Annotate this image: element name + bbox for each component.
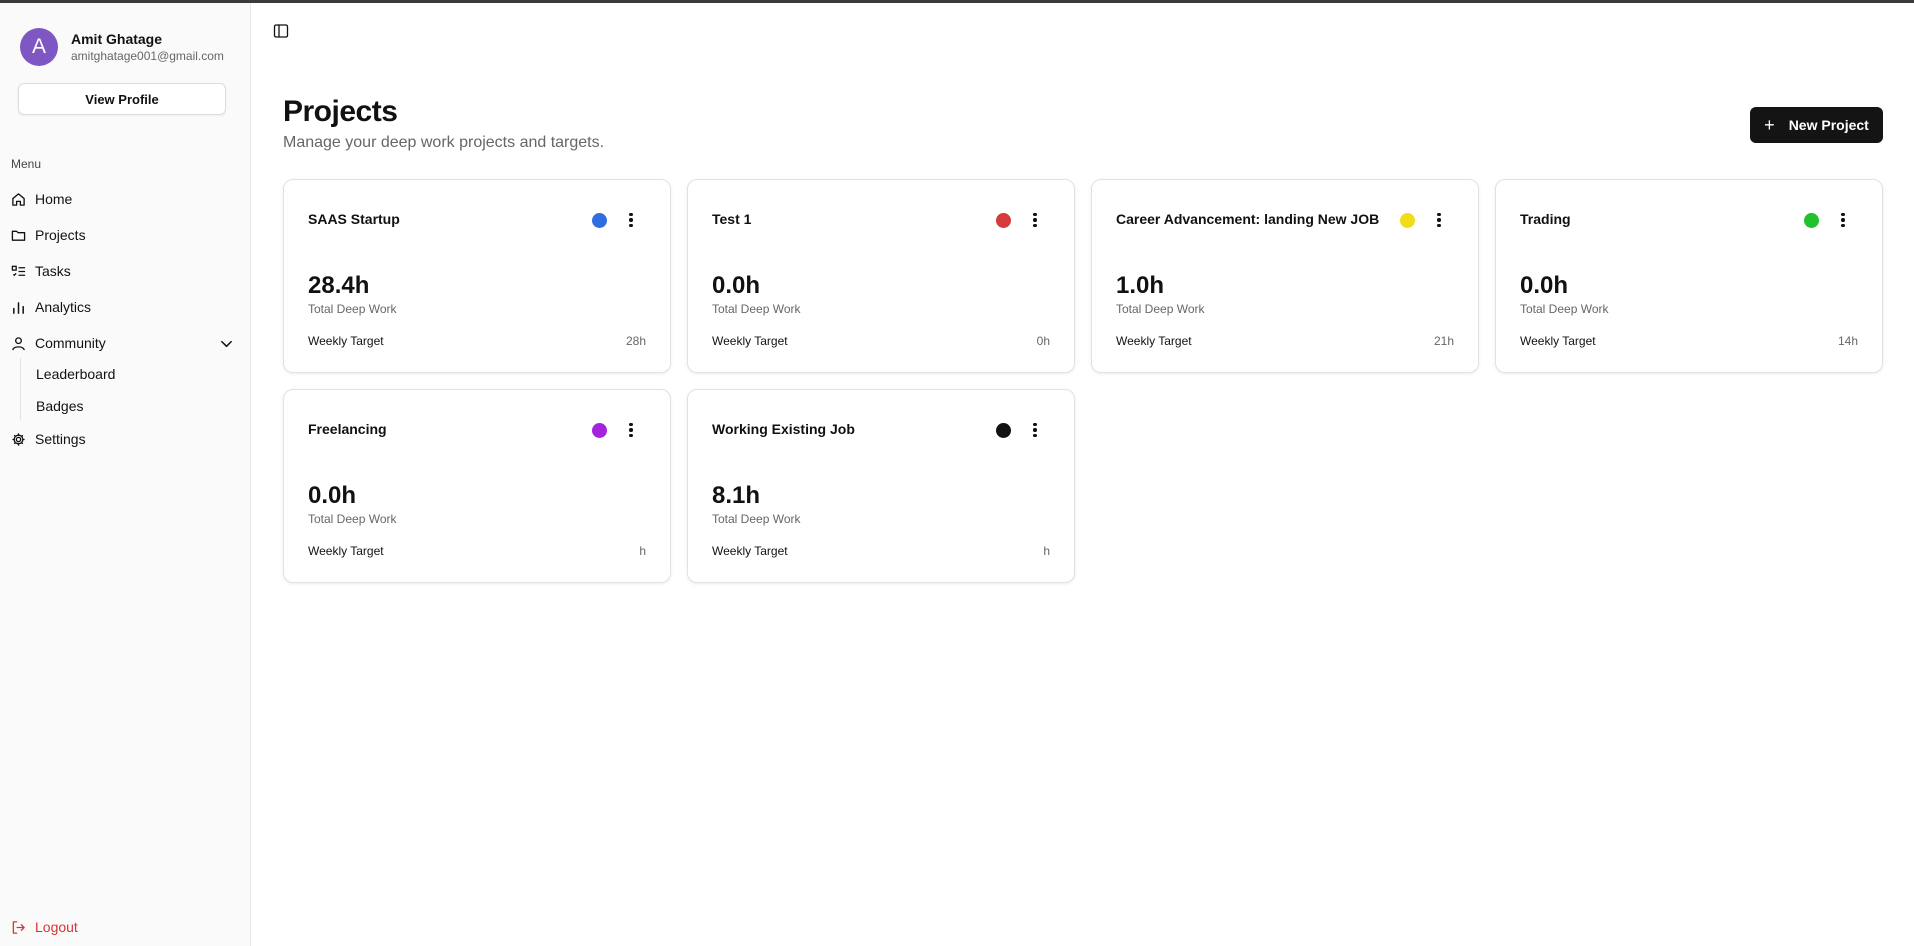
weekly-target-label: Weekly Target — [308, 334, 384, 348]
sidebar-item-label: Settings — [35, 431, 86, 447]
folder-icon — [11, 228, 26, 243]
more-options-icon[interactable] — [628, 211, 634, 229]
home-icon — [11, 192, 26, 207]
bar-chart-icon — [11, 300, 26, 315]
project-name: Working Existing Job — [712, 421, 855, 437]
total-hours-label: Total Deep Work — [1520, 302, 1609, 316]
weekly-target-value: h — [1043, 544, 1050, 558]
logout-icon — [11, 920, 26, 935]
project-card[interactable]: SAAS Startup 28.4h Total Deep Work Weekl… — [283, 179, 671, 373]
sidebar-item-tasks[interactable]: Tasks — [0, 257, 240, 285]
total-hours-label: Total Deep Work — [308, 302, 397, 316]
new-project-button[interactable]: + New Project — [1750, 107, 1883, 143]
user-name: Amit Ghatage — [71, 30, 163, 47]
sidebar-item-analytics[interactable]: Analytics — [0, 293, 240, 321]
total-hours-label: Total Deep Work — [308, 512, 397, 526]
weekly-target-value: h — [639, 544, 646, 558]
sidebar-subitem-badges[interactable]: Badges — [36, 398, 84, 414]
weekly-target-label: Weekly Target — [712, 334, 788, 348]
weekly-target-label: Weekly Target — [308, 544, 384, 558]
sidebar-item-settings[interactable]: Settings — [0, 425, 240, 453]
more-options-icon[interactable] — [1032, 211, 1038, 229]
total-hours: 8.1h — [712, 482, 761, 509]
project-card[interactable]: Trading 0.0h Total Deep Work Weekly Targ… — [1495, 179, 1883, 373]
new-project-label: New Project — [1788, 117, 1869, 133]
more-options-icon[interactable] — [1840, 211, 1846, 229]
total-hours: 28.4h — [308, 272, 370, 299]
sidebar-item-label: Analytics — [35, 299, 92, 315]
sidebar-item-label: Tasks — [35, 263, 71, 279]
submenu-guide-line — [20, 358, 21, 420]
task-list-icon — [11, 264, 26, 279]
view-profile-button[interactable]: View Profile — [18, 83, 226, 115]
more-options-icon[interactable] — [1436, 211, 1442, 229]
project-color-dot — [592, 423, 607, 438]
project-name: Test 1 — [712, 211, 752, 227]
page-title: Projects — [283, 95, 398, 128]
total-hours-label: Total Deep Work — [712, 302, 801, 316]
project-name: Freelancing — [308, 421, 387, 437]
plus-icon: + — [1764, 115, 1775, 135]
sidebar-item-home[interactable]: Home — [0, 185, 240, 213]
project-color-dot — [592, 213, 607, 228]
project-card[interactable]: Working Existing Job 8.1h Total Deep Wor… — [687, 389, 1075, 583]
weekly-target-label: Weekly Target — [1520, 334, 1596, 348]
sidebar-item-projects[interactable]: Projects — [0, 221, 240, 249]
weekly-target-value: 0h — [1036, 334, 1050, 348]
more-options-icon[interactable] — [628, 421, 634, 439]
total-hours: 0.0h — [308, 482, 357, 509]
profile-text: Amit Ghatage amitghatage001@gmail.com — [71, 30, 224, 65]
chevron-down-icon[interactable] — [219, 336, 234, 351]
total-hours-label: Total Deep Work — [712, 512, 801, 526]
sidebar: A Amit Ghatage amitghatage001@gmail.com … — [0, 3, 251, 946]
logout-button[interactable]: Logout — [0, 916, 78, 938]
user-icon — [11, 336, 26, 351]
total-hours: 0.0h — [1520, 272, 1569, 299]
project-color-dot — [996, 423, 1011, 438]
project-color-dot — [996, 213, 1011, 228]
total-hours: 0.0h — [712, 272, 761, 299]
project-card[interactable]: Freelancing 0.0h Total Deep Work Weekly … — [283, 389, 671, 583]
sidebar-item-label: Home — [35, 191, 73, 207]
user-profile: A Amit Ghatage amitghatage001@gmail.com — [20, 28, 224, 66]
user-email: amitghatage001@gmail.com — [71, 48, 224, 63]
project-name: SAAS Startup — [308, 211, 400, 227]
project-color-dot — [1804, 213, 1819, 228]
total-hours: 1.0h — [1116, 272, 1165, 299]
sidebar-item-label: Projects — [35, 227, 86, 243]
project-card[interactable]: Career Advancement: landing New JOB 1.0h… — [1091, 179, 1479, 373]
project-color-dot — [1400, 213, 1415, 228]
sidebar-subitem-leaderboard[interactable]: Leaderboard — [36, 366, 116, 382]
weekly-target-value: 21h — [1433, 334, 1454, 348]
sidebar-item-label: Community — [35, 335, 106, 351]
weekly-target-label: Weekly Target — [712, 544, 788, 558]
weekly-target-value: 28h — [625, 334, 646, 348]
sidebar-toggle-icon[interactable] — [273, 23, 289, 39]
menu-section-label: Menu — [11, 157, 42, 171]
logout-label: Logout — [35, 919, 78, 935]
weekly-target-label: Weekly Target — [1116, 334, 1192, 348]
window-top-border — [0, 0, 1914, 3]
project-name: Career Advancement: landing New JOB — [1116, 211, 1380, 227]
project-card[interactable]: Test 1 0.0h Total Deep Work Weekly Targe… — [687, 179, 1075, 373]
page-subtitle: Manage your deep work projects and targe… — [283, 134, 605, 151]
weekly-target-value: 14h — [1837, 334, 1858, 348]
project-name: Trading — [1520, 211, 1571, 227]
avatar[interactable]: A — [20, 28, 58, 66]
gear-icon — [11, 432, 26, 447]
more-options-icon[interactable] — [1032, 421, 1038, 439]
sidebar-item-community[interactable]: Community — [0, 329, 240, 357]
total-hours-label: Total Deep Work — [1116, 302, 1205, 316]
